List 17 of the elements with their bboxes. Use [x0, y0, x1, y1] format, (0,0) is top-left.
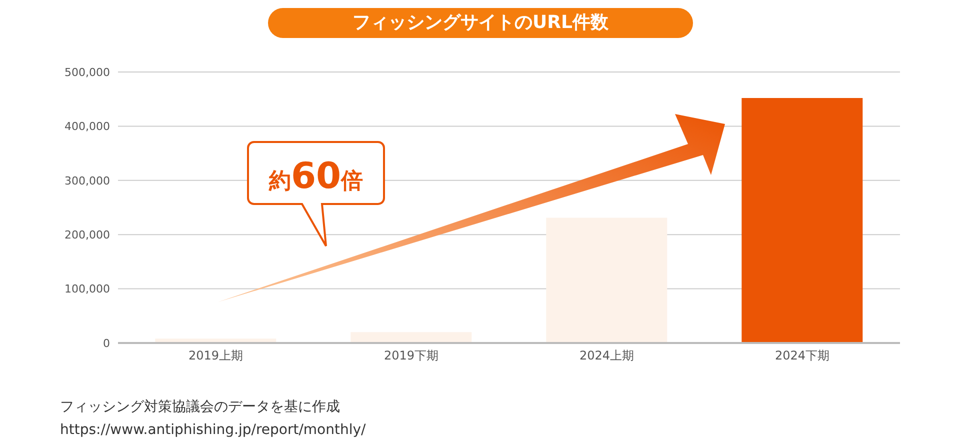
y-tick-label: 100,000 [64, 282, 110, 296]
bar [350, 332, 472, 343]
bar [742, 98, 863, 343]
text: https://www.antiphishing.jp/report/monthly/ [60, 421, 366, 439]
text: フィッシング対策協議会のデータを基に作成 [60, 398, 341, 417]
y-tick-label: 200,000 [64, 228, 110, 242]
y-tick-label: 0 [103, 336, 110, 350]
annotation: 約60倍 [268, 156, 364, 197]
x-tick-label: 2019下期 [384, 348, 439, 363]
chart-title: フィッシングサイトのURL件数 [268, 8, 693, 38]
x-tick-label: 2019上期 [188, 348, 244, 363]
y-tick-label: 500,000 [64, 66, 110, 79]
x-tick-label: 2024下期 [774, 348, 830, 363]
x-tick-label: 2024上期 [579, 348, 634, 363]
y-tick-label: 400,000 [64, 120, 110, 134]
bar [546, 218, 668, 343]
y-tick-label: 300,000 [64, 174, 110, 188]
